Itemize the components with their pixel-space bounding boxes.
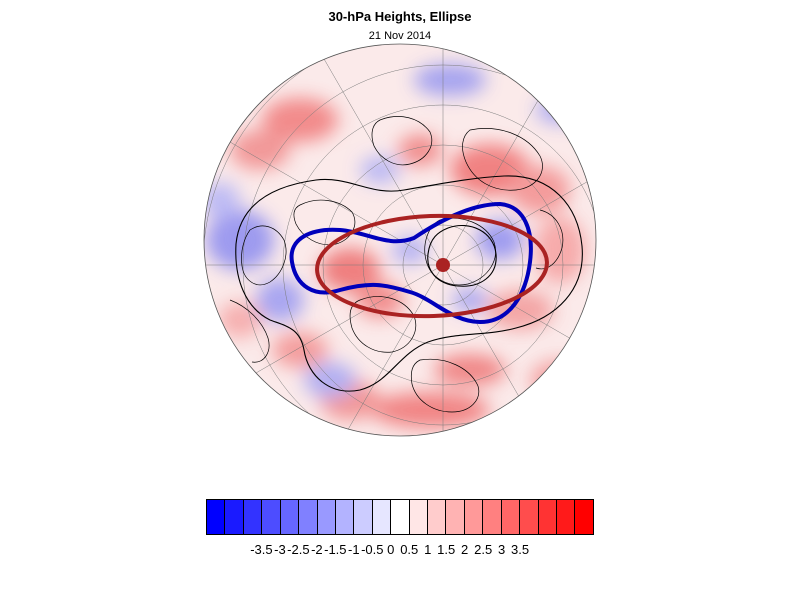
color-scale-swatch [538, 500, 558, 534]
color-scale-swatch [335, 500, 355, 534]
color-scale-tick-label: 0 [387, 542, 395, 557]
vortex-ellipse [315, 213, 549, 319]
anomaly-patch [476, 220, 524, 260]
anomaly-patch [206, 210, 274, 270]
color-scale-swatch [354, 500, 373, 534]
color-scale-tick-label: -3.5 [250, 542, 273, 557]
anomaly-patch [450, 144, 530, 196]
color-scale-bar [206, 499, 594, 535]
anomaly-patch [452, 288, 488, 312]
color-scale-tick-label: 2 [461, 542, 469, 557]
coastlines [229, 116, 564, 413]
color-scale-tick-label: -1.5 [324, 542, 347, 557]
color-scale-tick-label: 1.5 [437, 542, 456, 557]
color-scale-swatch [575, 500, 593, 534]
anomaly-patch [230, 130, 290, 170]
color-scale-labels: -3.5 -3 -2.5 -2 -1.5 -1 -0.5 0 0.5 1 1.5 2 2.5 3 3.5 [0, 542, 800, 562]
color-scale-swatch [207, 500, 226, 534]
color-scale-swatch [299, 500, 318, 534]
anomaly-patch [320, 248, 380, 292]
color-scale-swatch [464, 500, 484, 534]
map-title: 30-hPa Heights, Ellipse [328, 9, 472, 24]
color-scale-tick-label: 2.5 [474, 542, 493, 557]
color-scale-swatch [557, 500, 576, 534]
color-scale-tick-label: -2 [311, 542, 323, 557]
color-scale-swatch [372, 500, 392, 534]
anomaly-field [204, 64, 590, 428]
map-date: 21 Nov 2014 [368, 30, 432, 42]
height-contours [235, 175, 583, 392]
ellipse-center-marker [436, 258, 450, 272]
anomaly-patch [536, 96, 584, 124]
color-scale-swatch [446, 500, 465, 534]
anomaly-patch [510, 166, 570, 214]
anomaly-patch [398, 134, 442, 166]
map-border [203, 43, 597, 437]
color-scale-swatch [520, 500, 539, 534]
color-scale-tick-label: -3 [274, 542, 286, 557]
anomaly-patch [414, 64, 486, 96]
anomaly-patch [256, 278, 304, 322]
color-scale-swatch [483, 500, 502, 534]
meridian-line [282, 264, 444, 436]
color-scale-tick-label: -1 [348, 542, 360, 557]
anomaly-patch [262, 98, 338, 142]
anomaly-patch [304, 362, 356, 398]
color-scale-tick-label: -2.5 [287, 542, 310, 557]
color-scale-swatch [428, 500, 447, 534]
polar-vortex-edge [289, 201, 533, 325]
color-scale-swatch [262, 500, 281, 534]
color-scale-tick-label: 1 [424, 542, 432, 557]
anomaly-patch [486, 290, 554, 330]
color-scale-swatch [243, 500, 263, 534]
color-scale-swatch [317, 500, 336, 534]
anomaly-patch [272, 332, 328, 368]
color-scale-tick-label: 3 [497, 542, 506, 557]
color-scale-swatch [501, 500, 521, 534]
color-scale-swatch [280, 500, 300, 534]
anomaly-patch [434, 354, 506, 386]
anomaly-patch [218, 302, 262, 338]
color-scale-tick-label: 3.5 [511, 542, 530, 557]
meridian-line [442, 104, 596, 266]
anomaly-patch [530, 360, 590, 400]
color-scale-swatch [409, 500, 429, 534]
color-scale-tick-label: -0.5 [361, 542, 384, 557]
color-scale-swatch [391, 500, 410, 534]
color-scale-tick-label: 0.5 [400, 542, 419, 557]
color-scale-swatch [225, 500, 244, 534]
anomaly-patch [360, 156, 400, 184]
